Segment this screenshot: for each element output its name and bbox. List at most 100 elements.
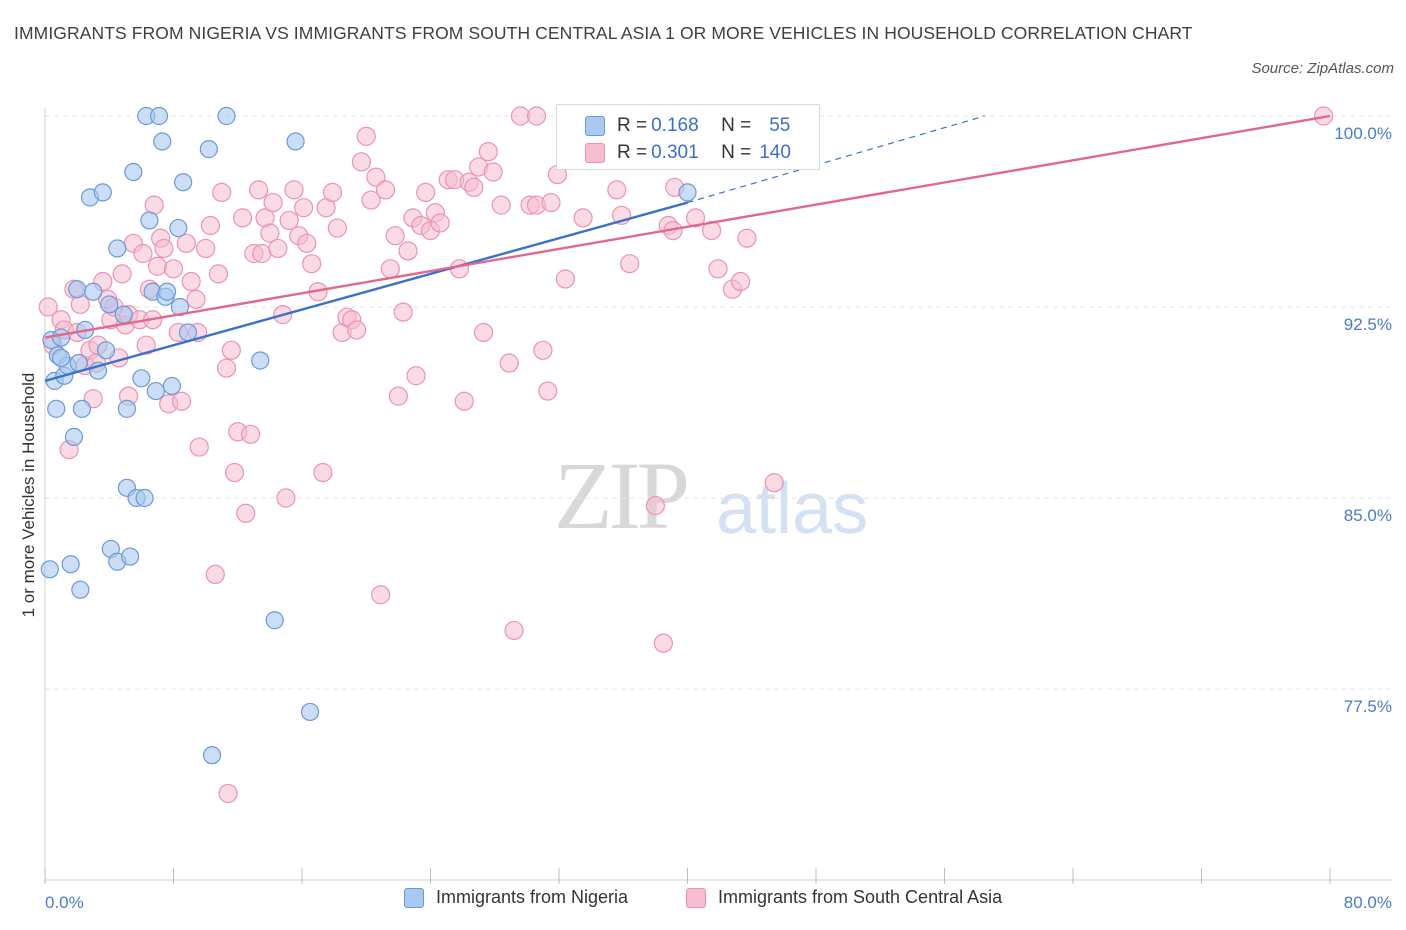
data-point-asia: [499, 353, 519, 373]
nigeria-swatch: [404, 887, 424, 908]
data-point-asia: [322, 182, 343, 202]
data-point-asia: [136, 335, 156, 355]
data-point-nigeria: [251, 351, 270, 370]
y-axis-title: 1 or more Vehicles in Household: [19, 373, 38, 618]
data-point-asia: [385, 226, 405, 246]
y-tick-label: 85.0%: [1344, 506, 1392, 525]
data-point-nigeria: [68, 280, 87, 299]
data-point-nigeria: [121, 547, 140, 566]
axes: [44, 108, 1392, 884]
data-point-nigeria: [51, 348, 71, 368]
data-point-asia: [555, 269, 576, 289]
x-tick-label: 80.0%: [1344, 893, 1392, 912]
y-tick-label: 77.5%: [1344, 697, 1392, 716]
data-point-asia: [147, 256, 168, 276]
data-point-asia: [620, 254, 640, 274]
data-point-asia: [171, 391, 192, 411]
asia-swatch: [686, 887, 706, 908]
stats-row-nigeria: R = 0.168 N = 55: [557, 111, 790, 141]
data-point-asia: [406, 366, 426, 386]
data-point-asia: [607, 180, 627, 200]
data-point-asia: [208, 264, 229, 284]
data-point-asia: [163, 259, 184, 279]
data-point-asia: [645, 496, 665, 516]
data-point-nigeria: [108, 239, 127, 258]
data-point-asia: [361, 190, 381, 210]
n-value: 140: [759, 142, 791, 163]
data-point-asia: [541, 192, 561, 213]
data-point-asia: [375, 180, 396, 200]
y-tick-label: 92.5%: [1344, 315, 1392, 334]
data-point-asia: [730, 271, 751, 292]
data-point-asia: [181, 271, 201, 292]
data-point-asia: [112, 264, 132, 284]
data-point-asia: [764, 473, 784, 493]
data-point-asia: [302, 254, 322, 274]
series-asia-points: [38, 106, 1334, 804]
data-point-nigeria: [64, 427, 84, 446]
nigeria-swatch: [585, 116, 605, 136]
data-point-nigeria: [174, 173, 193, 192]
data-point-nigeria: [47, 399, 66, 418]
data-point-asia: [483, 162, 503, 182]
x-tick-label: 0.0%: [45, 893, 84, 912]
data-point-asia: [473, 322, 494, 343]
data-point-asia: [533, 340, 553, 360]
data-point-asia: [279, 210, 299, 231]
trend-line-nigeria-extension: [687, 115, 985, 204]
data-point-nigeria: [169, 218, 188, 238]
data-point-nigeria: [132, 369, 151, 388]
data-point-nigeria: [51, 328, 71, 347]
data-point-asia: [510, 106, 531, 126]
data-point-asia: [347, 320, 367, 340]
data-point-nigeria: [217, 106, 236, 126]
data-point-asia: [236, 503, 256, 523]
data-point-asia: [252, 243, 272, 264]
legend-label: Immigrants from South Central Asia: [718, 887, 1003, 907]
source-label: Source: ZipAtlas.com: [1251, 60, 1394, 77]
data-point-asia: [241, 424, 261, 444]
data-point-nigeria: [265, 611, 284, 630]
data-point-nigeria: [71, 580, 90, 599]
n-label: N =: [721, 142, 752, 163]
data-point-asia: [351, 152, 372, 172]
data-point-asia: [294, 198, 314, 218]
data-point-asia: [144, 195, 164, 215]
data-point-asia: [327, 218, 347, 238]
data-point-nigeria: [149, 106, 169, 126]
data-point-asia: [212, 182, 232, 202]
data-point-asia: [416, 182, 436, 202]
series-nigeria-points: [40, 106, 697, 765]
data-point-asia: [504, 620, 524, 641]
data-point-asia: [393, 302, 413, 322]
watermark-atlas: atlas: [716, 469, 869, 549]
n-label: N =: [721, 115, 752, 136]
watermark-zip: ZIP: [554, 442, 690, 549]
data-point-asia: [186, 289, 206, 309]
r-label: R =: [617, 115, 648, 136]
data-point-asia: [708, 259, 728, 279]
legend-item-nigeria[interactable]: Immigrants from Nigeria: [404, 887, 628, 908]
data-point-asia: [263, 192, 283, 213]
stats-box: R = 0.168 N = 55 R = 0.301 N = 140: [556, 104, 820, 170]
data-point-nigeria: [40, 560, 59, 579]
data-point-asia: [200, 215, 221, 236]
data-point-nigeria: [140, 211, 159, 230]
data-point-asia: [176, 233, 196, 253]
data-point-nigeria: [61, 555, 80, 574]
data-point-nigeria: [157, 282, 177, 301]
legend-item-asia[interactable]: Immigrants from South Central Asia: [686, 887, 1002, 908]
data-point-asia: [133, 243, 153, 264]
tick-labels: 77.5% 85.0% 92.5% 100.0% 0.0% 80.0%: [45, 124, 1392, 912]
data-point-nigeria: [93, 183, 112, 202]
data-point-asia: [371, 585, 391, 605]
r-value: 0.168: [651, 115, 699, 136]
data-point-asia: [388, 386, 408, 406]
chart-title: IMMIGRANTS FROM NIGERIA VS IMMIGRANTS FR…: [14, 23, 1193, 43]
asia-swatch: [585, 143, 605, 163]
data-point-asia: [297, 233, 317, 253]
data-point-asia: [491, 195, 511, 215]
data-point-asia: [464, 177, 484, 197]
data-point-nigeria: [153, 132, 172, 151]
